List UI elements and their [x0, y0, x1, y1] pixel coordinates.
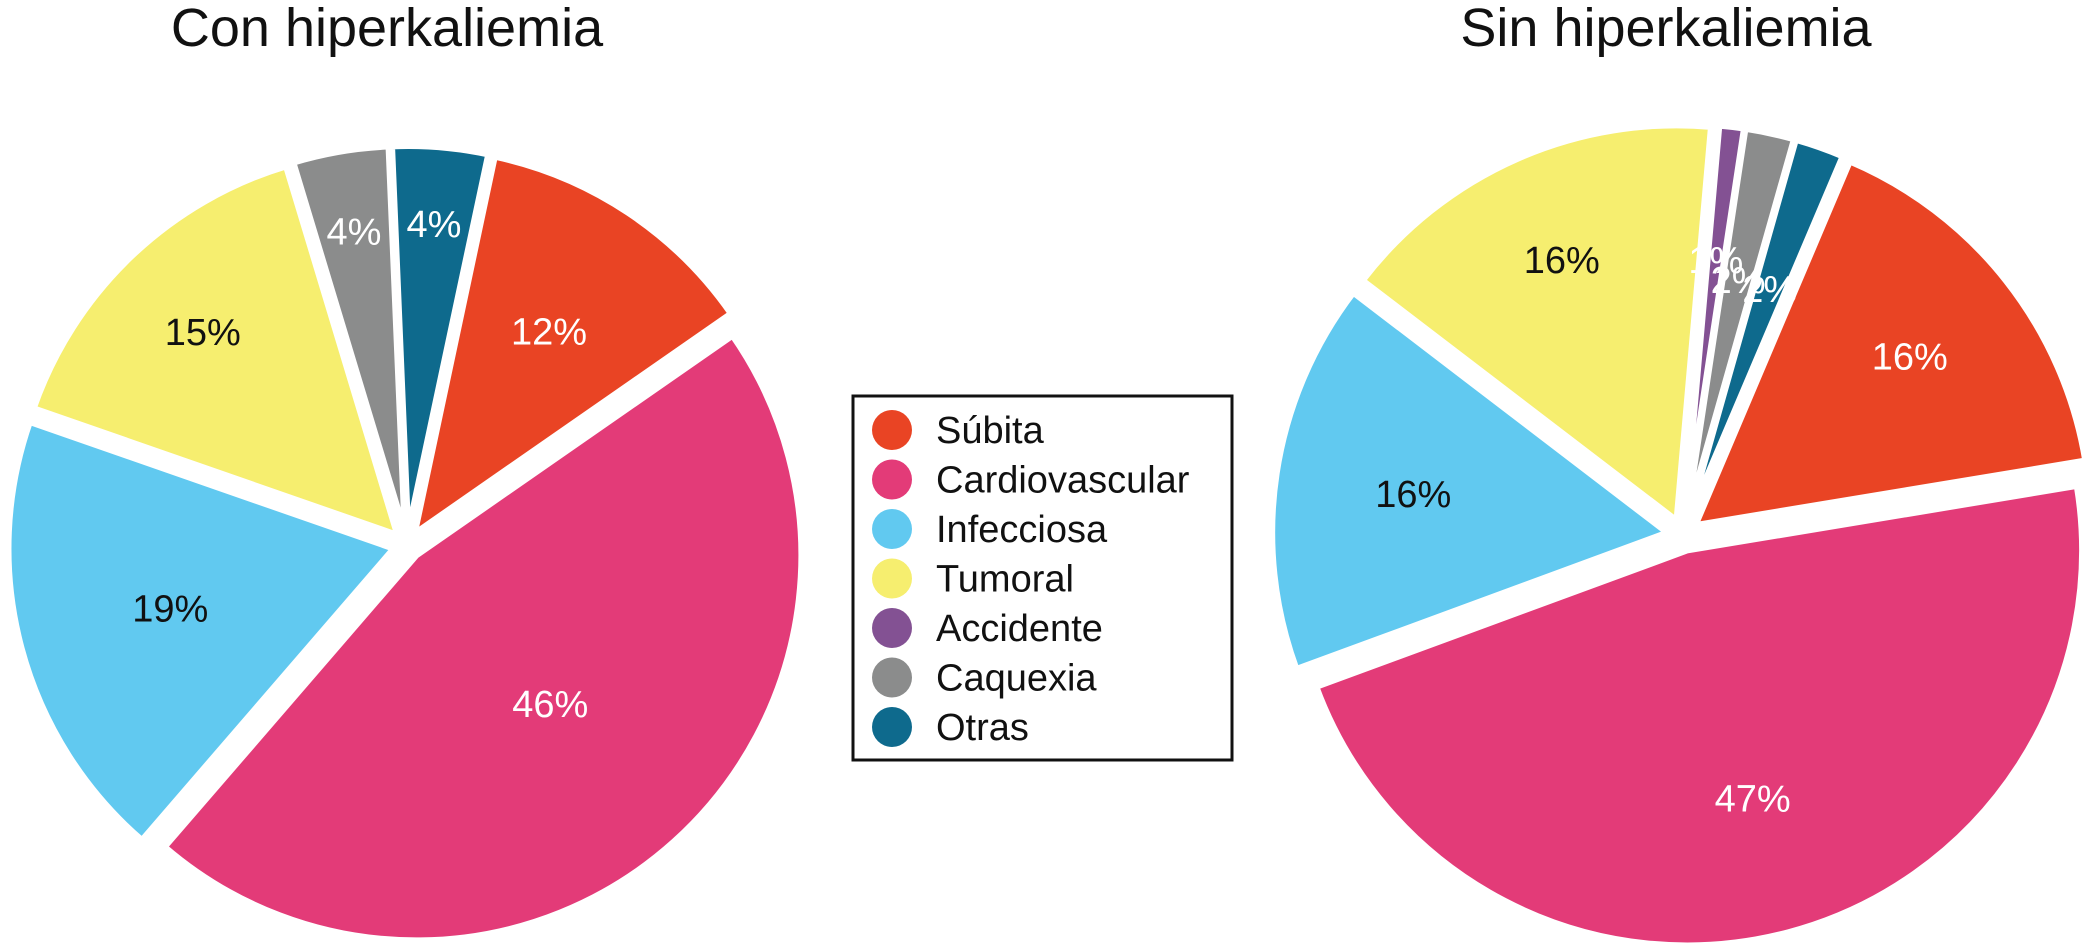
legend-item-infecciosa: Infecciosa — [872, 509, 1108, 551]
legend-swatch — [872, 459, 912, 500]
data-label-cardiovascular: 47% — [1715, 779, 1791, 821]
legend-label: Cardiovascular — [936, 460, 1190, 502]
pie-slice-subita — [411, 153, 734, 537]
pie-slice-cardiovascular — [161, 332, 805, 944]
data-label-cardiovascular: 46% — [512, 684, 588, 726]
data-label-accidente: 1% — [1688, 240, 1743, 282]
chart-title-con-hiperkaliemia: Con hiperkaliemia — [171, 0, 604, 58]
legend-swatch — [872, 509, 912, 549]
data-label-tumoral: 16% — [1524, 240, 1600, 282]
data-label-caquexia: 4% — [326, 211, 381, 253]
data-label-caquexia: 2% — [1711, 260, 1766, 302]
data-label-infecciosa: 19% — [132, 588, 208, 630]
legend: Súbita Cardiovascular Infecciosa Tumoral Acc… — [851, 394, 1234, 762]
pie-slice-otras — [1685, 136, 1846, 523]
data-label-otras: 2% — [1742, 269, 1797, 311]
pie-slice-subita — [1692, 158, 2083, 529]
legend-item-caquexia: Caquexia — [872, 657, 1097, 700]
legend-item-otras: Otras — [872, 707, 1029, 749]
pie-slice-tumoral — [1359, 122, 1714, 524]
legend-item-cardiovascular: Cardiovascular — [872, 459, 1190, 502]
legend-swatch — [872, 558, 912, 599]
legend-box — [851, 394, 1234, 762]
pie-slice-otras — [389, 143, 492, 535]
legend-item-tumoral: Tumoral — [872, 558, 1074, 601]
legend-label: Súbita — [936, 410, 1045, 452]
pie-chart-con-hiperkaliemia: Con hiperkaliemia 12% 46% 19% 15% 4% 4% — [5, 0, 805, 944]
legend-label: Infecciosa — [936, 509, 1108, 551]
legend-swatch — [872, 657, 912, 698]
pie-slice-cardiovascular — [1313, 482, 2083, 946]
pie-slice-infecciosa — [5, 419, 397, 844]
legend-swatch — [872, 707, 912, 747]
legend-item-accidente: Accidente — [872, 608, 1103, 650]
legend-label: Caquexia — [936, 658, 1097, 700]
legend-label: Accidente — [936, 608, 1103, 650]
legend-label: Otras — [936, 707, 1029, 749]
pie-slice-infecciosa — [1269, 289, 1671, 672]
data-label-subita: 16% — [1872, 337, 1948, 379]
pie-slice-tumoral — [30, 163, 401, 538]
data-label-infecciosa: 16% — [1375, 474, 1451, 516]
data-label-tumoral: 15% — [165, 312, 241, 354]
pie-chart-sin-hiperkaliemia: Sin hiperkaliemia 16% 47% 16% 16% 1%2%2% — [1269, 0, 2083, 946]
legend-swatch — [872, 410, 912, 450]
chart-title-sin-hiperkaliemia: Sin hiperkaliemia — [1460, 0, 1872, 58]
data-label-otras: 4% — [406, 204, 461, 246]
legend-item-subita: Súbita — [872, 410, 1045, 452]
legend-label: Tumoral — [936, 559, 1074, 601]
data-label-subita: 12% — [511, 311, 587, 353]
pie-slice-caquexia — [290, 143, 408, 535]
legend-swatch — [872, 608, 912, 648]
